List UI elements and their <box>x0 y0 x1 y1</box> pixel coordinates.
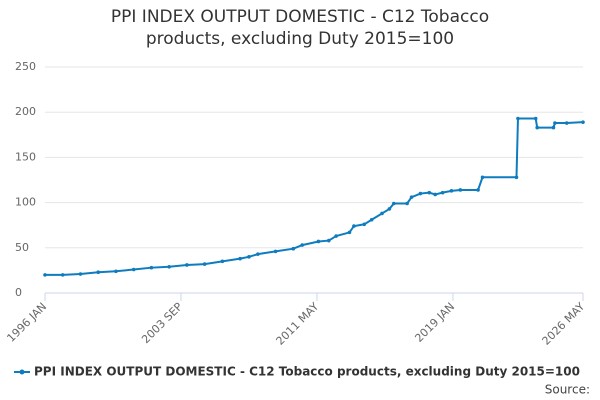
point <box>449 189 454 193</box>
point <box>369 217 374 222</box>
point <box>326 238 331 243</box>
point <box>220 259 225 264</box>
point <box>581 120 585 124</box>
point <box>480 175 485 180</box>
point <box>553 121 557 125</box>
point <box>533 116 538 121</box>
x-tick-label: 2026 MAY <box>540 300 588 348</box>
point <box>185 263 189 267</box>
y-tick-label: 0 <box>15 286 22 299</box>
series-line <box>45 117 584 276</box>
point <box>476 188 480 192</box>
point <box>409 195 414 199</box>
chart-title: PPI INDEX OUTPUT DOMESTIC - C12 Tobacco … <box>110 7 490 49</box>
x-tick-label: 2003 SEP <box>139 300 185 346</box>
point <box>440 190 445 195</box>
point <box>362 222 367 227</box>
point <box>514 175 519 180</box>
point <box>300 243 304 247</box>
point <box>380 211 384 216</box>
point <box>43 273 47 277</box>
title-box: PPI INDEX OUTPUT DOMESTIC - C12 Tobacco … <box>0 6 600 50</box>
point <box>387 207 392 211</box>
point <box>405 201 409 206</box>
point <box>433 192 437 197</box>
x-tick-label: 2011 MAY <box>274 300 322 348</box>
point <box>427 190 432 195</box>
legend-marker <box>19 369 25 375</box>
point <box>334 234 338 238</box>
point <box>392 201 396 206</box>
point <box>535 125 539 130</box>
point <box>256 252 260 256</box>
legend-label: PPI INDEX OUTPUT DOMESTIC - C12 Tobacco … <box>34 365 580 379</box>
point <box>291 246 296 251</box>
point <box>458 188 463 192</box>
point <box>347 230 352 235</box>
point <box>247 255 251 259</box>
point <box>167 264 171 269</box>
y-tick-label: 50 <box>15 241 29 254</box>
point <box>516 116 520 121</box>
point <box>96 270 101 275</box>
point <box>202 262 207 266</box>
point <box>131 267 136 272</box>
point <box>564 121 569 125</box>
point <box>149 265 154 270</box>
point <box>551 125 556 130</box>
source: Source: <box>545 383 590 397</box>
point <box>316 239 321 244</box>
y-tick-label: 100 <box>15 196 36 209</box>
y-tick-label: 200 <box>15 105 36 118</box>
point <box>418 191 423 196</box>
y-tick-label: 150 <box>15 150 36 163</box>
point <box>78 272 83 276</box>
y-tick-label: 250 <box>15 60 36 73</box>
point <box>352 224 356 228</box>
point <box>114 269 118 274</box>
point <box>273 249 278 254</box>
point <box>238 256 242 261</box>
x-tick-label: 1996 JAN <box>4 300 49 345</box>
x-tick-label: 2019 JAN <box>412 300 457 345</box>
point <box>60 273 65 277</box>
